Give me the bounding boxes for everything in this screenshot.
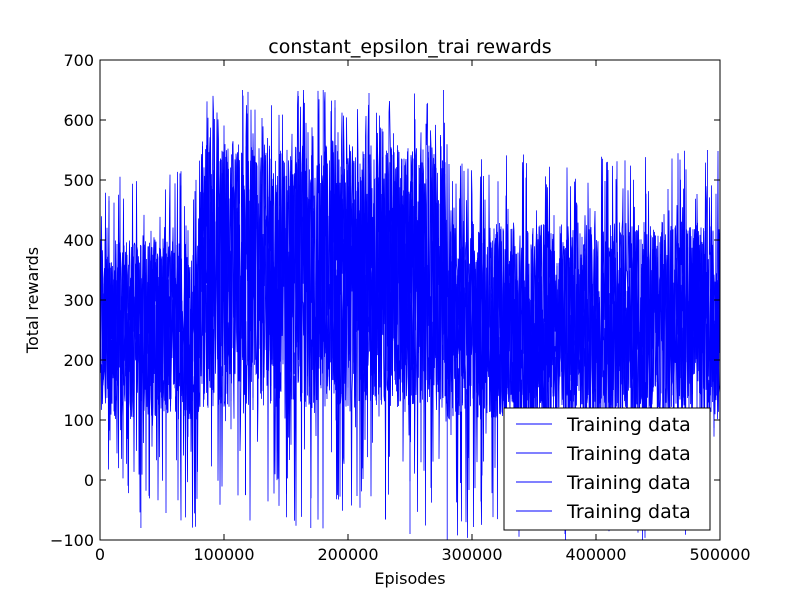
x-tick-label: 0 (95, 545, 105, 564)
legend-label: Training data (566, 414, 691, 436)
legend-box (503, 407, 711, 531)
x-tick-label: 300000 (441, 545, 502, 564)
y-tick-label: 100 (63, 411, 94, 430)
y-tick-label: 0 (84, 471, 94, 490)
series-line-4 (100, 90, 720, 537)
y-tick-label: 400 (63, 231, 94, 250)
y-tick-label: 500 (63, 171, 94, 190)
x-tick-label: 200000 (317, 545, 378, 564)
y-tick-label: 200 (63, 351, 94, 370)
legend-label: Training data (566, 501, 691, 523)
legend: Training data Training data Training data T… (503, 407, 711, 531)
x-tick-label: 500000 (689, 545, 750, 564)
chart-title: constant_epsilon_trai rewards (268, 36, 551, 58)
y-tick-label: 600 (63, 111, 94, 130)
x-tick-label: 100000 (193, 545, 254, 564)
x-tick-label: 400000 (565, 545, 626, 564)
y-axis-label: Total rewards (23, 247, 42, 354)
y-tick-label: 300 (63, 291, 94, 310)
y-tick-label: −100 (50, 531, 94, 550)
series-lines (100, 90, 720, 540)
y-tick-label: 700 (63, 51, 94, 70)
x-axis-label: Episodes (374, 569, 445, 588)
axis-ticks: 0 100000 200000 300000 400000 500000−10001002… (50, 51, 750, 564)
legend-label: Training data (566, 443, 691, 465)
legend-label: Training data (566, 472, 691, 494)
